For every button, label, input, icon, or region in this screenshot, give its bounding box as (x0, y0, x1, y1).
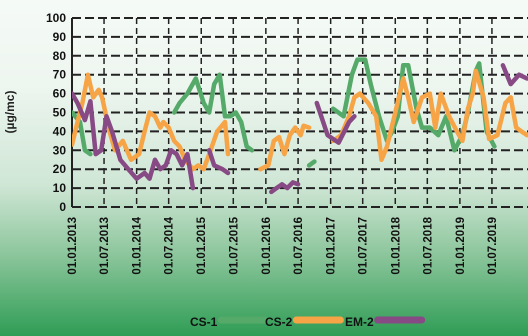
series-line-cs-1 (171, 72, 255, 153)
series-cs-2 (72, 68, 528, 172)
y-tick-label: 60 (53, 87, 67, 101)
y-tick-label: 50 (53, 106, 67, 120)
x-tick-label: 01.01.2018 (390, 216, 402, 274)
series-line-em-2 (206, 148, 231, 176)
x-tick-label: 01.07.2014 (164, 216, 176, 274)
legend: CS-1 CS-2 EM-2 (190, 315, 426, 329)
y-tick-label: 70 (53, 68, 67, 82)
series-line-em-2 (500, 63, 528, 87)
y-tick-label: 0 (59, 200, 66, 214)
x-tick-label: 01.01.2016 (261, 217, 273, 275)
x-tick-label: 01.07.2016 (293, 217, 305, 275)
series-line-cs-2 (72, 72, 231, 172)
series-em-2 (72, 63, 528, 195)
x-tick-label: 01.07.2018 (422, 216, 434, 274)
y-tick-label: 20 (53, 162, 67, 176)
x-axis-ticks: 01.01.2013 01.07.2013 01.01.2014 01.07.2014… (67, 216, 499, 274)
x-tick-label: 01.07.2019 (487, 217, 499, 275)
x-tick-label: 01.01.2019 (455, 217, 467, 275)
y-tick-label: 80 (53, 49, 67, 63)
x-tick-label: 01.01.2014 (132, 216, 144, 274)
series-line-cs-1 (306, 159, 317, 168)
y-tick-label: 30 (53, 143, 67, 157)
y-axis-ticks: 0 10 20 30 40 50 60 70 80 90 100 (46, 11, 66, 214)
legend-label: CS-2 (265, 315, 293, 329)
y-axis-label: (µg/mc) (3, 91, 17, 134)
x-tick-label: 01.01.2017 (326, 217, 338, 275)
series-line-em-2 (269, 180, 301, 195)
series-line-cs-2 (330, 68, 528, 163)
x-tick-label: 01.07.2015 (228, 216, 240, 274)
series-line-em-2 (72, 91, 196, 191)
y-tick-label: 10 (53, 181, 67, 195)
x-tick-label: 01.07.2013 (99, 217, 111, 275)
plot-series (72, 57, 528, 195)
series-line-em-2 (314, 100, 357, 145)
legend-label: CS-1 (190, 315, 218, 329)
y-tick-label: 100 (46, 11, 66, 25)
series-line-cs-1 (72, 110, 93, 157)
legend-label: EM-2 (345, 315, 374, 329)
x-tick-label: 01.07.2017 (358, 217, 370, 275)
x-tick-label: 01.01.2013 (67, 217, 79, 275)
series-line-cs-2 (258, 123, 312, 172)
x-tick-label: 01.01.2015 (196, 216, 208, 274)
y-tick-label: 90 (53, 30, 67, 44)
y-tick-label: 40 (53, 124, 67, 138)
